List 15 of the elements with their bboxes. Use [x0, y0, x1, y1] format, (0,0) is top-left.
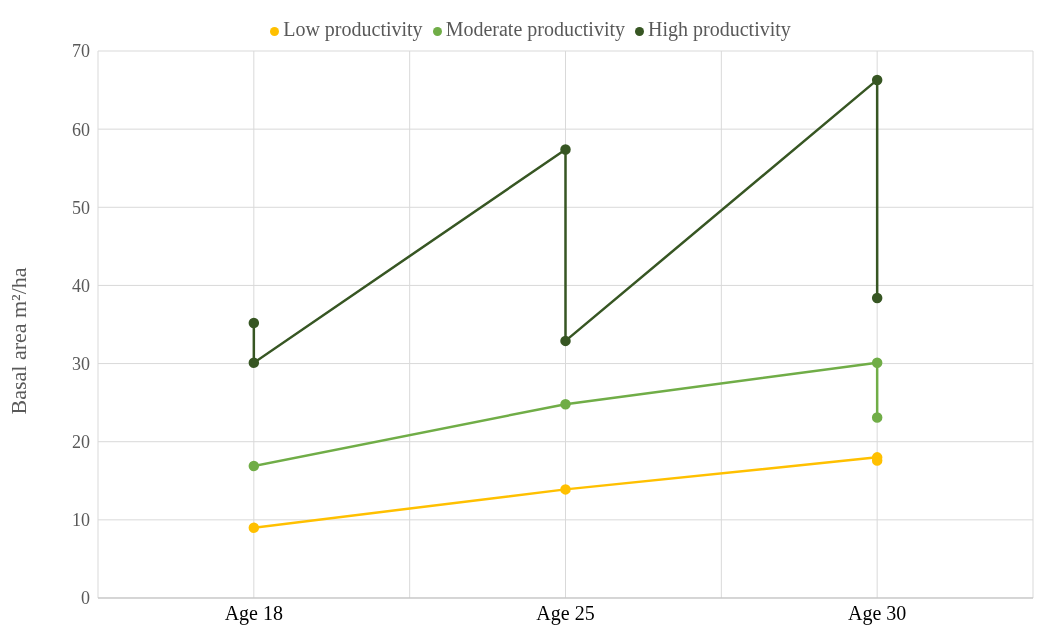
y-tick-label: 20 — [72, 432, 90, 453]
y-tick-label: 50 — [72, 197, 90, 218]
x-tick-label: Age 18 — [224, 602, 283, 626]
y-tick-label: 0 — [81, 588, 90, 609]
y-axis-title: Basal area m²/ha — [5, 267, 31, 415]
x-tick-label: Age 30 — [848, 602, 907, 626]
y-tick-label: 70 — [72, 41, 90, 62]
legend-label: High productivity — [648, 18, 791, 40]
y-tick-label: 10 — [72, 510, 90, 531]
legend-label: Moderate productivity — [445, 18, 626, 40]
y-tick-label: 30 — [72, 353, 90, 374]
y-tick-label: 60 — [72, 119, 90, 140]
y-tick-label: 40 — [72, 275, 90, 296]
legend-label: Low productivity — [283, 18, 423, 40]
x-tick-label: Age 25 — [536, 602, 595, 626]
